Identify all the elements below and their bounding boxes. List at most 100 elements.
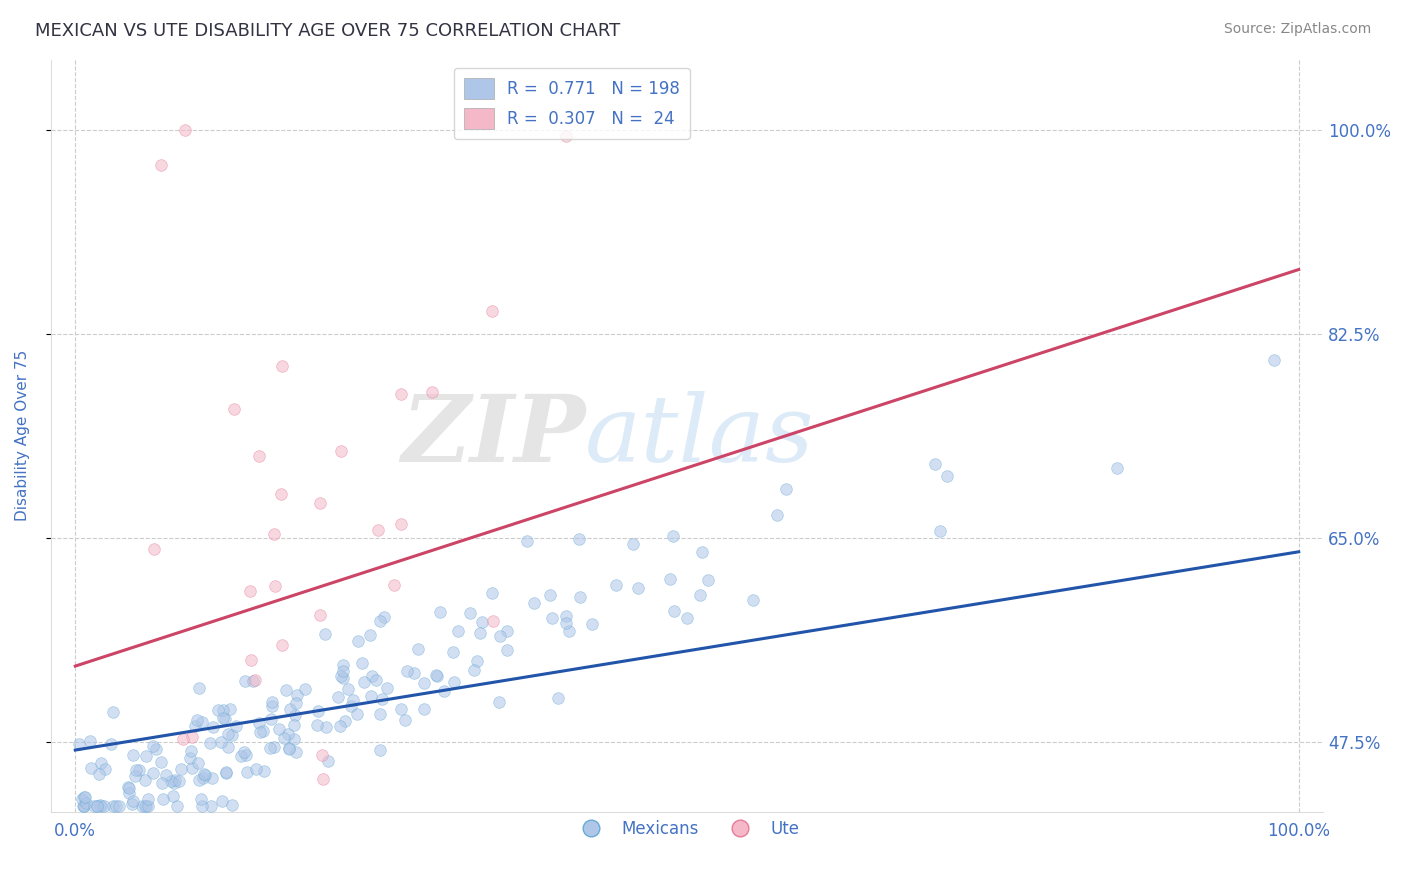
Text: atlas: atlas	[585, 391, 814, 481]
Point	[689, 588, 711, 602]
Point	[89, 798, 111, 813]
Point	[675, 611, 697, 625]
Point	[364, 673, 387, 688]
Point	[309, 495, 332, 509]
Point	[307, 704, 329, 718]
Point	[191, 714, 214, 729]
Point	[233, 673, 256, 688]
Point	[260, 698, 283, 713]
Point	[332, 665, 354, 679]
Point	[370, 614, 392, 628]
Point	[426, 669, 449, 683]
Point	[488, 695, 510, 709]
Point	[172, 732, 194, 747]
Point	[200, 736, 222, 750]
Point	[569, 591, 592, 605]
Point	[382, 578, 405, 592]
Point	[188, 681, 211, 695]
Point	[224, 402, 246, 417]
Point	[766, 508, 789, 522]
Point	[180, 744, 202, 758]
Point	[231, 749, 253, 764]
Text: ZIP: ZIP	[401, 391, 585, 481]
Point	[316, 754, 339, 768]
Point	[422, 385, 444, 400]
Point	[75, 796, 97, 810]
Point	[93, 763, 115, 777]
Point	[149, 157, 172, 171]
Point	[70, 792, 93, 806]
Point	[201, 720, 224, 734]
Point	[311, 772, 333, 786]
Point	[690, 544, 713, 558]
Point	[294, 681, 316, 696]
Point	[263, 579, 285, 593]
Point	[284, 707, 307, 722]
Point	[174, 122, 197, 136]
Point	[163, 776, 186, 790]
Point	[554, 616, 576, 631]
Point	[412, 702, 434, 716]
Point	[332, 657, 354, 672]
Point	[541, 611, 564, 625]
Point	[360, 690, 382, 704]
Point	[458, 606, 481, 620]
Point	[73, 799, 96, 814]
Point	[555, 128, 578, 143]
Point	[83, 799, 105, 814]
Point	[568, 532, 591, 546]
Point	[555, 609, 578, 624]
Point	[249, 724, 271, 739]
Point	[242, 674, 264, 689]
Point	[283, 731, 305, 746]
Point	[183, 719, 205, 733]
Point	[370, 691, 392, 706]
Point	[100, 737, 122, 751]
Point	[190, 792, 212, 806]
Point	[370, 706, 392, 721]
Point	[267, 722, 290, 736]
Point	[193, 767, 215, 781]
Point	[181, 761, 204, 775]
Y-axis label: Disability Age Over 75: Disability Age Over 75	[15, 351, 30, 521]
Point	[389, 387, 412, 401]
Point	[283, 718, 305, 732]
Point	[245, 762, 267, 776]
Point	[305, 718, 328, 732]
Point	[447, 624, 470, 638]
Point	[277, 727, 299, 741]
Point	[547, 690, 569, 705]
Point	[108, 799, 131, 814]
Point	[73, 790, 96, 805]
Point	[333, 714, 356, 728]
Point	[389, 516, 412, 531]
Point	[232, 745, 254, 759]
Point	[80, 761, 103, 775]
Point	[260, 695, 283, 709]
Point	[247, 449, 270, 463]
Point	[662, 529, 685, 543]
Point	[263, 740, 285, 755]
Point	[605, 577, 627, 591]
Point	[309, 608, 332, 623]
Point	[260, 712, 283, 726]
Point	[239, 653, 262, 667]
Point	[441, 645, 464, 659]
Point	[72, 799, 94, 814]
Point	[263, 526, 285, 541]
Point	[557, 624, 579, 638]
Point	[136, 799, 159, 814]
Point	[135, 748, 157, 763]
Point	[118, 786, 141, 800]
Point	[342, 693, 364, 707]
Point	[214, 712, 236, 726]
Point	[211, 703, 233, 717]
Point	[538, 588, 561, 602]
Point	[425, 668, 447, 682]
Point	[433, 684, 456, 698]
Point	[221, 797, 243, 812]
Point	[221, 728, 243, 742]
Point	[328, 690, 350, 705]
Point	[1263, 353, 1285, 368]
Point	[167, 773, 190, 788]
